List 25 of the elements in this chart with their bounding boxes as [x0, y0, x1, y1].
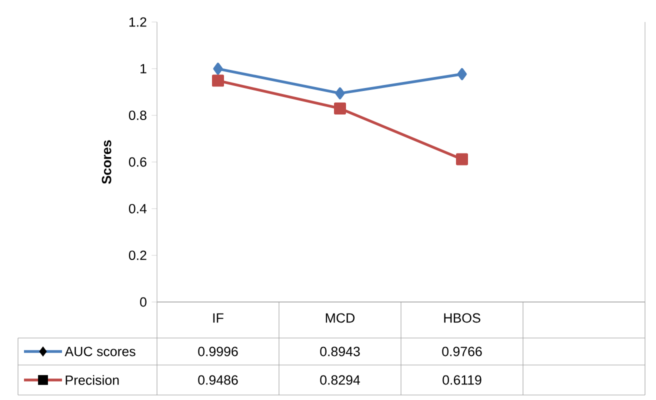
data-label: 0.8943 — [320, 346, 360, 356]
y-tick-label: 1 — [140, 64, 146, 74]
data-label: 0.9766 — [442, 346, 482, 356]
x-tick-label: IF — [213, 313, 224, 323]
y-tick-label: 0.6 — [128, 157, 146, 167]
data-label: 0.9996 — [198, 346, 238, 356]
data-label: 0.6119 — [442, 375, 482, 385]
y-tick-label: 0.8 — [128, 110, 146, 120]
point — [457, 68, 467, 80]
legend-label: Precision — [66, 375, 119, 385]
x-tick-label: HBOS — [444, 313, 480, 323]
data-label: 0.9486 — [198, 375, 238, 385]
point — [213, 62, 223, 75]
y-axis-title: Scores — [102, 140, 112, 184]
y-tick-label: 0.4 — [128, 204, 147, 214]
x-tick-label: MCD — [326, 313, 355, 323]
y-tick-label: 0.2 — [128, 250, 146, 260]
y-tick-label: 1.2 — [129, 17, 146, 27]
point — [456, 153, 468, 166]
point — [212, 74, 224, 87]
y-tick-label: 0 — [140, 297, 146, 307]
point — [334, 102, 346, 114]
point — [335, 87, 345, 100]
data-label: 0.8294 — [320, 375, 360, 385]
legend-label: AUC scores — [64, 346, 136, 356]
